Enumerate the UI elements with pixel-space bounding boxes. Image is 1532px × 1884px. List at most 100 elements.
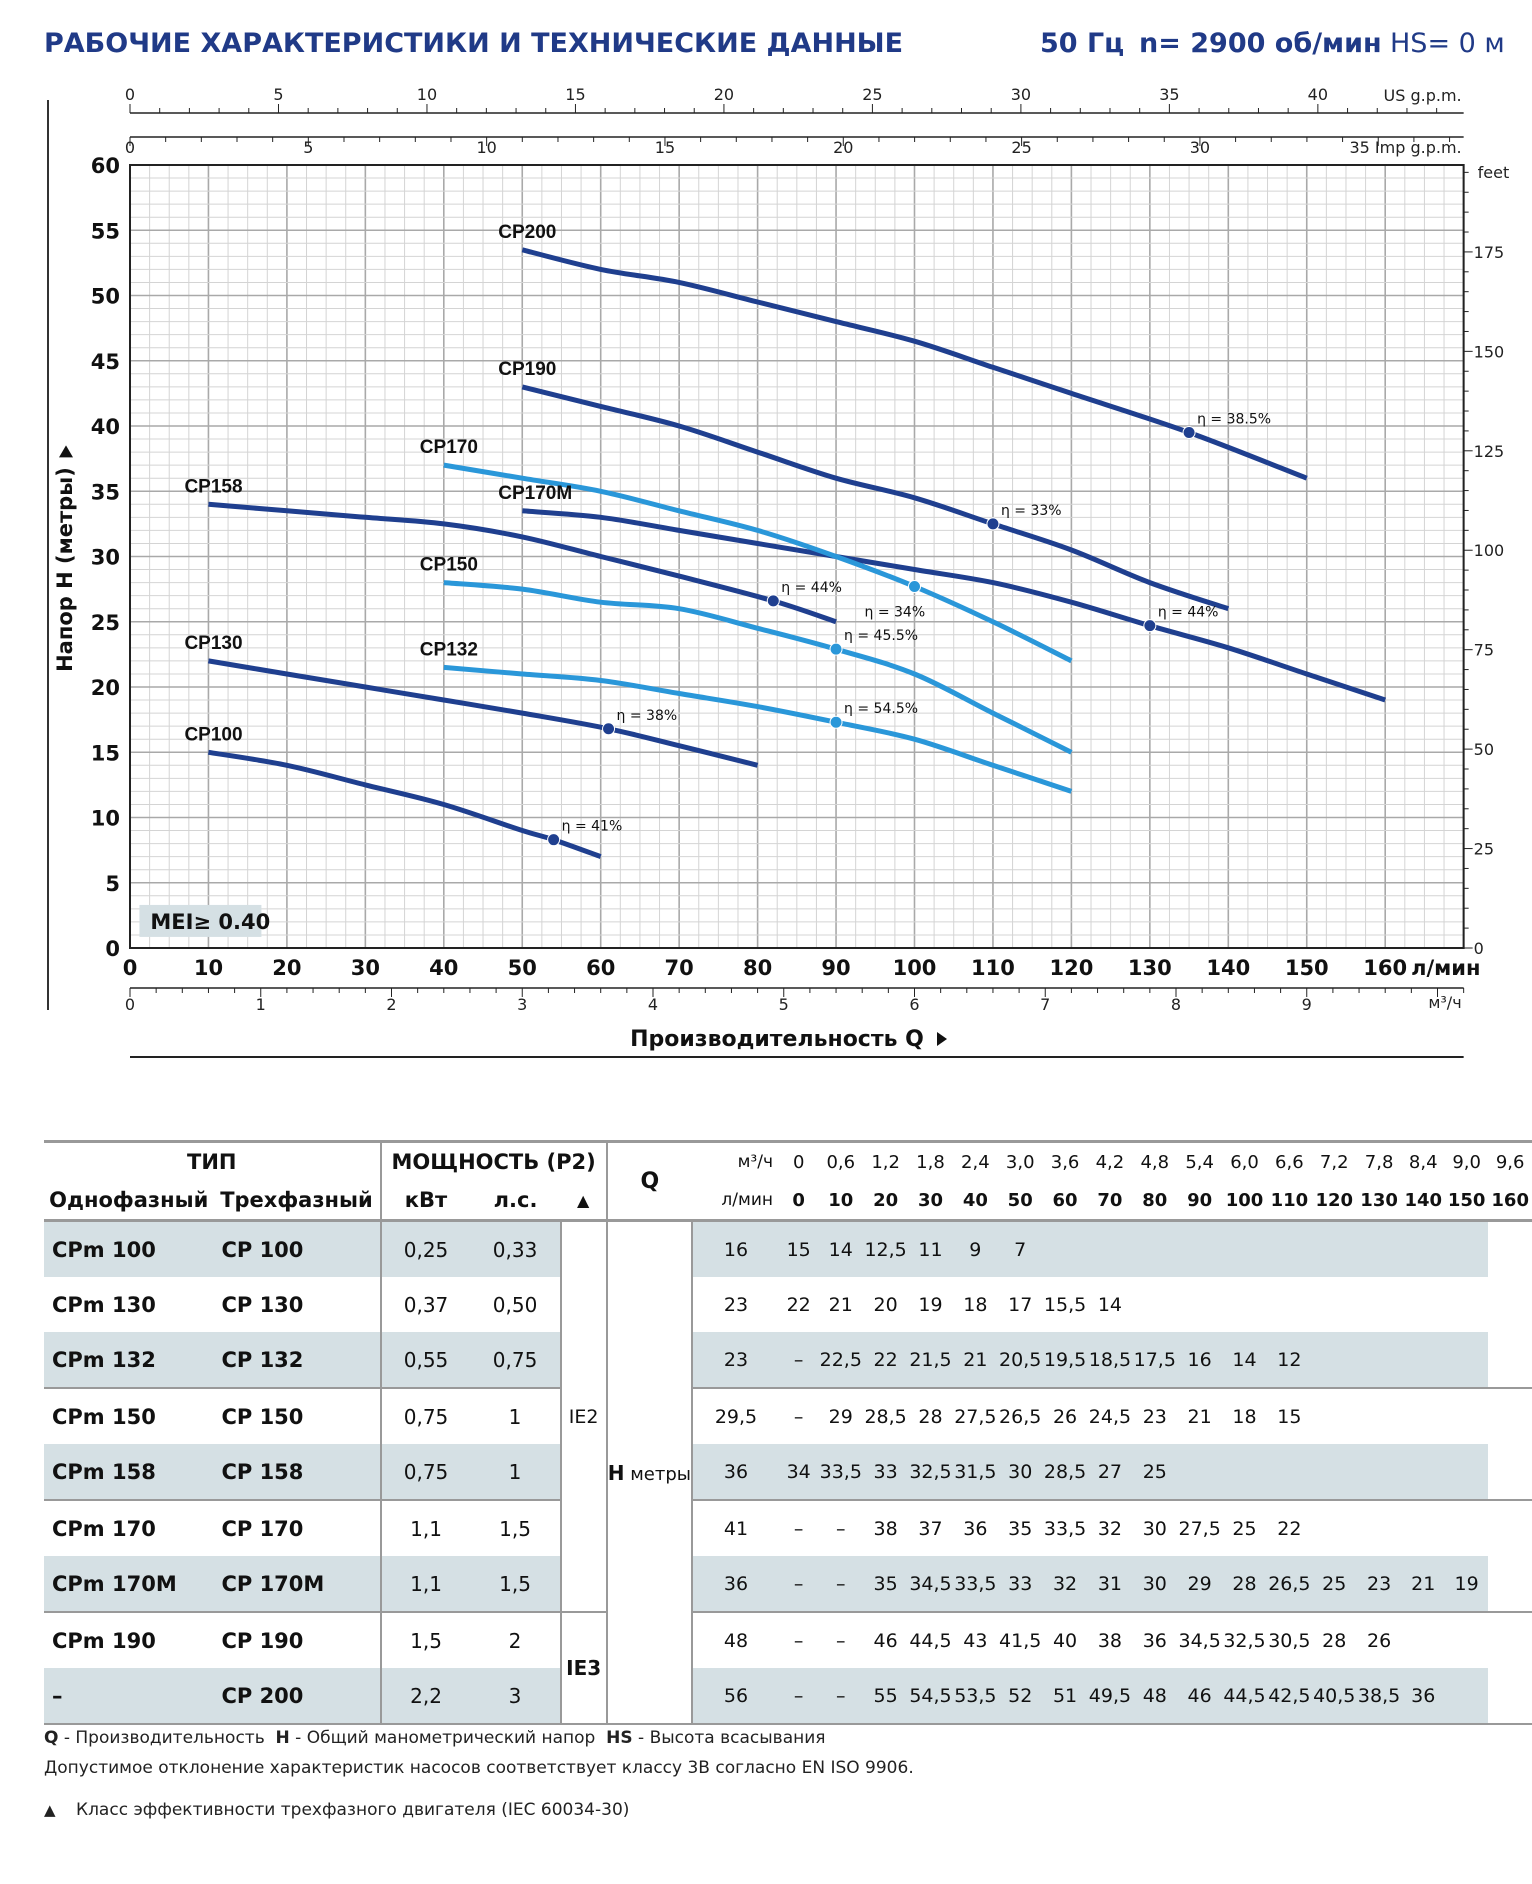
- col-header-power: МОЩНОСТЬ (P2): [379, 1141, 607, 1181]
- table-row: CPm 150 CP 150 0,75 1 29,5 – 29 28,5 28 27,5 26,5 2…: [44, 1388, 1532, 1444]
- head-value: [1177, 1444, 1223, 1500]
- col-header-single-phase: Однофазный: [49, 1188, 209, 1212]
- efficiency-point: [1182, 426, 1196, 440]
- curve-cp200: [521, 247, 1308, 481]
- head-value: 48: [723, 1629, 749, 1652]
- head-value: 14: [1097, 1293, 1123, 1316]
- three-phase-model: CP 132: [213, 1332, 381, 1388]
- imp-gpm-tick-label: 30: [1190, 138, 1210, 157]
- head-value: –: [779, 1556, 819, 1612]
- col-header-q: Q: [605, 1141, 692, 1221]
- x-tick-label: 100: [893, 956, 937, 980]
- q-lmin-value: 10: [828, 1189, 854, 1211]
- x-axis-arrow-icon: [937, 1032, 947, 1046]
- head-value: [1444, 1444, 1489, 1500]
- y-tick-label: 0: [105, 937, 120, 961]
- x-tick-label: 90: [821, 956, 850, 980]
- q-m3h-value: 1,8: [916, 1151, 945, 1173]
- head-value: 53,5: [952, 1668, 998, 1724]
- head-value: 15: [1277, 1405, 1302, 1428]
- curve-label-cp200: CP200: [498, 222, 556, 243]
- single-phase-model: CPm 170: [52, 1516, 156, 1541]
- h-key: H: [275, 1728, 290, 1748]
- head-value: 19,5: [1042, 1332, 1088, 1388]
- q-m3h-value: 2,4: [961, 1151, 990, 1173]
- curve-label-cp130: CP130: [184, 633, 242, 654]
- power-kw: 2,2: [379, 1668, 471, 1724]
- head-value: 37: [918, 1517, 943, 1540]
- x-tick-label: 60: [586, 956, 615, 980]
- head-value: 21,5: [908, 1332, 953, 1388]
- y-tick-label: 55: [91, 219, 120, 243]
- head-value: 19: [918, 1293, 943, 1316]
- head-value: 35: [1008, 1517, 1033, 1540]
- legend-line: Q - Производительность H - Общий маномет…: [44, 1728, 826, 1748]
- efficiency-label: η = 41%: [562, 819, 623, 835]
- head-value: [1444, 1332, 1489, 1388]
- head-value: [1357, 1388, 1402, 1444]
- head-value: [1401, 1444, 1445, 1500]
- head-value: 33,5: [818, 1444, 864, 1500]
- head-value: 46: [1177, 1668, 1223, 1724]
- right-axis-tick-label: 50: [1474, 740, 1494, 759]
- head-value: –: [818, 1556, 864, 1612]
- head-value: 36: [963, 1517, 988, 1540]
- head-value: –: [836, 1517, 846, 1540]
- table-row: – CP 200 2,2 3 56– –55 54,5 53,5 52 51 49,5 48 46 44,…: [44, 1668, 1532, 1724]
- power-hp: 3: [470, 1668, 561, 1724]
- curve-cp170: [443, 462, 1073, 664]
- col-header-type: ТИП: [187, 1150, 237, 1174]
- head-value: 46: [873, 1629, 898, 1652]
- power-hp: 0,33: [470, 1220, 561, 1277]
- power-kw: 0,25: [379, 1220, 471, 1277]
- x-tick-label: 50: [508, 956, 537, 980]
- table-row: CPm 170M CP 170M 1,1 1,5 36– –35 34,5 33,5 33 32 3…: [44, 1556, 1532, 1612]
- head-value: 48: [1132, 1668, 1178, 1724]
- efficiency-label: η = 33%: [1001, 503, 1062, 519]
- head-value: 40: [1052, 1629, 1078, 1652]
- head-value: 21: [1187, 1405, 1212, 1428]
- us-gpm-unit: US g.p.m.: [1384, 86, 1462, 105]
- y-tick-label: 10: [91, 807, 120, 831]
- q-lmin-value: 90: [1187, 1189, 1213, 1211]
- head-value: 11: [908, 1220, 953, 1277]
- head-value: 56: [691, 1668, 780, 1724]
- single-phase-model: CPm 158: [44, 1444, 214, 1500]
- table-row: CPm 158 CP 158 0,75 1 36 34 33,5 33 32,5 31,5 30 28…: [44, 1444, 1532, 1500]
- x-tick-label: 40: [429, 956, 458, 980]
- head-value: 33: [863, 1444, 909, 1500]
- imp-gpm-unit: 35 Imp g.p.m.: [1349, 138, 1461, 157]
- imp-gpm-tick-label: 25: [1011, 138, 1031, 157]
- x-tick-label: 110: [971, 956, 1015, 980]
- imp-gpm-tick-label: 5: [303, 138, 313, 157]
- head-value: [1356, 1220, 1402, 1277]
- q-m3h-value: 3,6: [1050, 1151, 1080, 1173]
- curve-cp158: [208, 501, 837, 625]
- head-value: [1402, 1277, 1445, 1332]
- head-value: 23: [691, 1332, 780, 1388]
- y-tick-label: 5: [105, 872, 120, 896]
- head-value: –: [793, 1405, 804, 1428]
- ie-note: Класс эффективности трехфазного двигател…: [76, 1800, 630, 1820]
- efficiency-label: η = 38%: [617, 708, 678, 724]
- head-value: 32,5: [908, 1444, 953, 1500]
- three-phase-model: CP 190: [221, 1628, 304, 1653]
- y-tick-label: 60: [91, 154, 120, 178]
- m3h-tick-label: 0: [125, 995, 135, 1014]
- head-value: 17,5: [1132, 1332, 1178, 1388]
- head-value: [1312, 1388, 1357, 1444]
- efficiency-point: [602, 722, 616, 736]
- unit-lmin: л/мин: [721, 1190, 774, 1210]
- power-kw: 0,55: [379, 1332, 471, 1388]
- head-value: [1311, 1444, 1357, 1500]
- head-value: 31,5: [952, 1444, 998, 1500]
- triangle-icon: ▲: [44, 1801, 56, 1819]
- q-lmin-value: 140: [1404, 1189, 1443, 1211]
- head-value: [1222, 1444, 1267, 1500]
- head-value: 26: [1366, 1629, 1392, 1652]
- head-value: 41: [723, 1517, 749, 1540]
- x-tick-label: 130: [1128, 956, 1172, 980]
- us-gpm-tick-label: 20: [714, 85, 734, 104]
- head-value: 41,5: [999, 1629, 1042, 1652]
